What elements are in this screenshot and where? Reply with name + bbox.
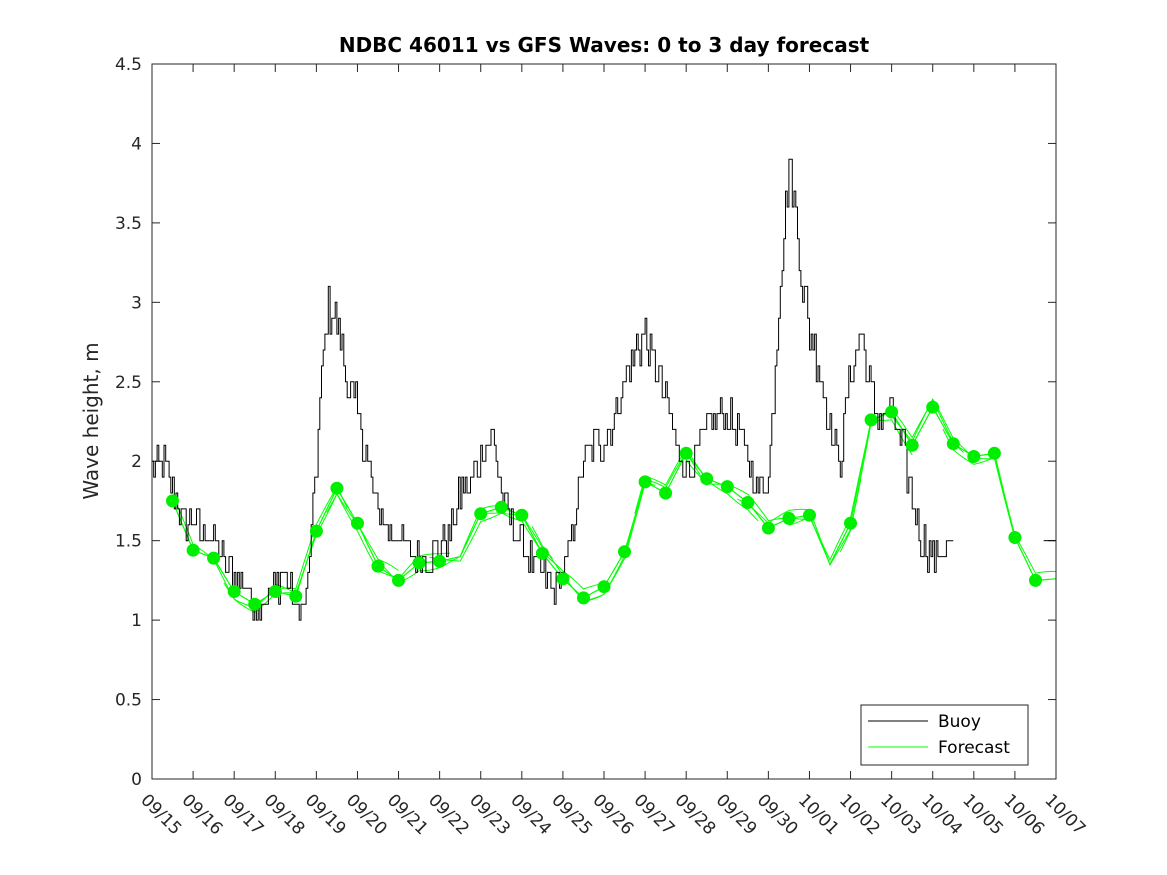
forecast-point [638, 475, 652, 489]
forecast-point [371, 559, 385, 573]
y-axis-label: Wave height, m [79, 342, 103, 499]
forecast-point [474, 507, 488, 521]
forecast-point [1008, 531, 1022, 544]
forecast-point [433, 554, 447, 568]
forecast-point [494, 500, 508, 514]
y-tick-label: 4.5 [115, 55, 142, 75]
legend-box [860, 704, 1029, 766]
y-tick-label: 1.5 [115, 532, 142, 552]
forecast-point [351, 516, 364, 530]
forecast-point [720, 480, 734, 494]
forecast-point [741, 496, 755, 509]
forecast-run-line [429, 512, 553, 562]
forecast-point [905, 438, 919, 452]
buoy-series [152, 158, 1056, 621]
forecast-point [700, 472, 714, 486]
y-tick-label: 0.5 [115, 691, 142, 711]
forecast-point [268, 585, 282, 598]
forecast-point [577, 591, 590, 605]
plot-area [152, 64, 1056, 779]
forecast-point [227, 585, 241, 598]
forecast-point [618, 545, 631, 559]
forecast-point [926, 400, 940, 414]
forecast-point [782, 511, 796, 525]
forecast-line [171, 405, 1057, 605]
forecast-point [946, 437, 960, 451]
forecast-run-line [634, 447, 759, 522]
forecast-run-line [737, 479, 862, 567]
forecast-point [864, 413, 878, 427]
forecast-run-line [531, 482, 656, 602]
legend-buoy-label: Buoy [938, 712, 981, 732]
forecast-point [597, 580, 611, 594]
forecast-run-line [942, 428, 1057, 574]
forecast-point [967, 450, 981, 463]
y-axis-tick-labels: 0 0.5 1 1.5 2 2.5 3 3.5 4 4.5 [115, 55, 142, 790]
axes-box [151, 63, 1057, 780]
forecast-run-line [326, 492, 450, 580]
y-tick-label: 2 [131, 452, 142, 472]
forecast-point [248, 597, 262, 611]
y-tick-label: 0 [131, 770, 142, 790]
forecast-point [761, 521, 775, 535]
chart-title: NDBC 46011 vs GFS Waves: 0 to 3 day fore… [339, 33, 870, 57]
forecast-point [309, 524, 323, 538]
forecast-run-line [839, 399, 964, 553]
y-tick-label: 2.5 [115, 373, 142, 393]
legend: Buoy Forecast [860, 704, 1029, 766]
forecast-point [535, 546, 549, 560]
forecast-point [844, 516, 857, 530]
forecast-point [1029, 573, 1042, 587]
y-tick-label: 3.5 [115, 214, 142, 234]
forecast-point [659, 486, 673, 500]
forecast-point [803, 508, 816, 522]
legend-forecast-label: Forecast [938, 738, 1010, 758]
forecast-point [392, 573, 405, 587]
y-tick-label: 1 [131, 611, 142, 631]
forecast-point [186, 543, 200, 557]
forecast-point [330, 481, 344, 495]
buoy-line [152, 158, 954, 621]
forecast-run-line [223, 485, 348, 609]
forecast-point [412, 556, 426, 570]
y-tick-label: 4 [131, 134, 142, 154]
forecast-point [679, 446, 693, 460]
forecast-point [885, 405, 899, 419]
forecast-point [515, 508, 529, 522]
forecast-point [207, 551, 221, 565]
forecast-point [166, 494, 179, 508]
forecast-point [987, 446, 1001, 460]
y-tick-label: 3 [131, 293, 142, 313]
forecast-markers [166, 400, 1042, 611]
forecast-point [556, 572, 570, 586]
forecast-point [289, 589, 303, 603]
